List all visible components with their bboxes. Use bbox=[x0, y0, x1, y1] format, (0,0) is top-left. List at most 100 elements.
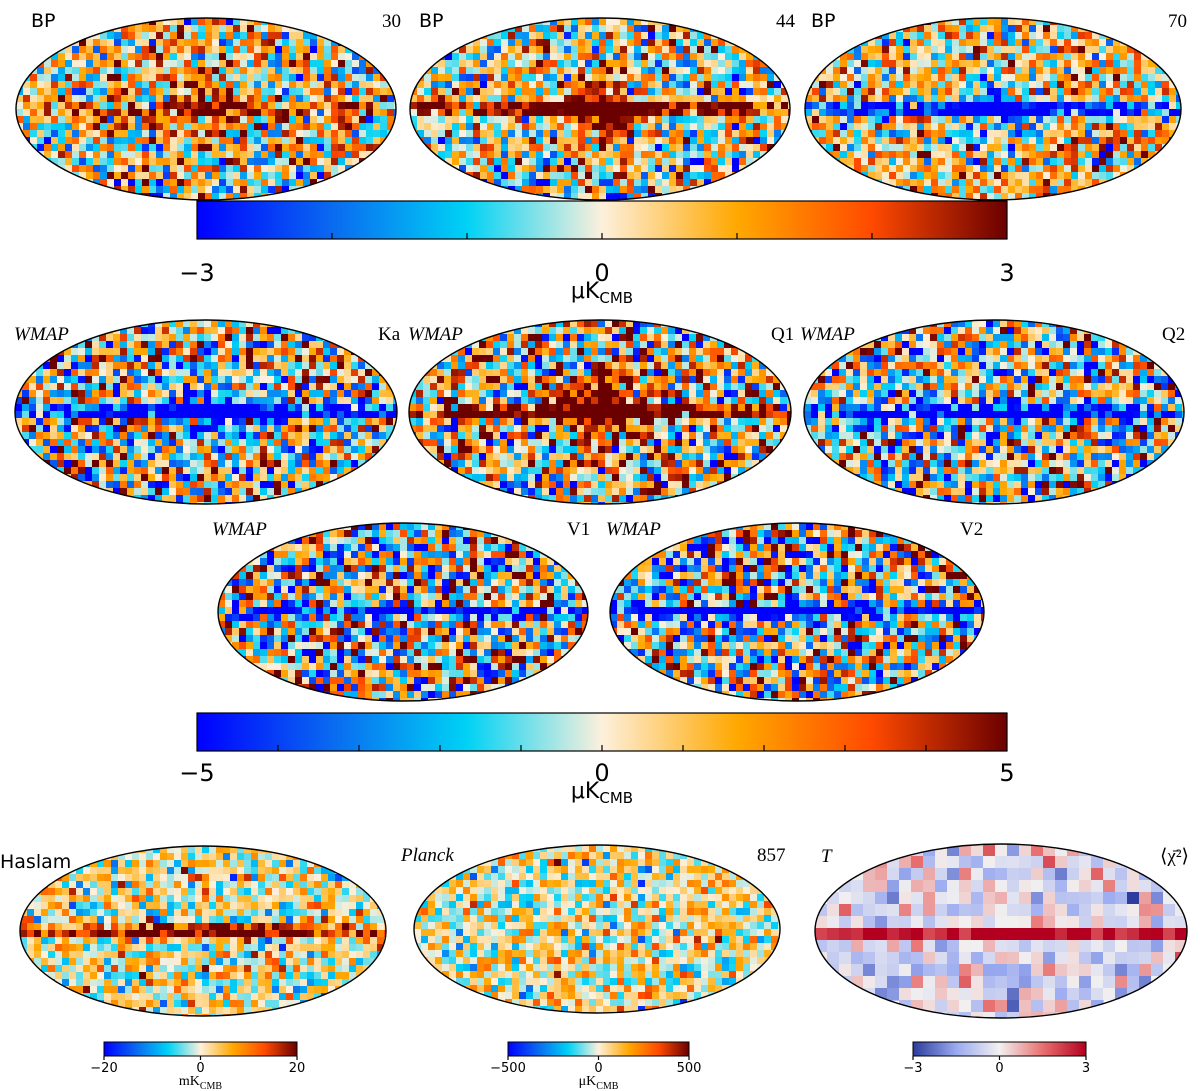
sky-pixel bbox=[323, 355, 331, 363]
sky-pixel bbox=[882, 179, 890, 187]
sky-pixel bbox=[1169, 116, 1177, 124]
sky-field-ka bbox=[15, 320, 397, 504]
sky-pixel bbox=[494, 165, 502, 173]
sky-pixel bbox=[281, 376, 289, 384]
sky-pixel bbox=[917, 144, 925, 152]
sky-pixel bbox=[704, 32, 712, 40]
sky-pixel bbox=[980, 186, 988, 194]
sky-pixel bbox=[889, 95, 897, 103]
sky-pixel bbox=[826, 67, 834, 75]
sky-pixel bbox=[267, 404, 275, 412]
sky-pixel bbox=[127, 453, 135, 461]
sky-pixel bbox=[29, 404, 37, 412]
sky-pixel bbox=[100, 123, 108, 131]
sky-pixel bbox=[170, 172, 178, 180]
sky-pixel bbox=[100, 179, 108, 187]
sky-pixel bbox=[861, 158, 869, 166]
sky-pixel bbox=[1148, 151, 1156, 159]
sky-pixel bbox=[302, 474, 310, 482]
sky-pixel bbox=[1015, 74, 1023, 82]
sky-pixel bbox=[959, 158, 967, 166]
sky-pixel bbox=[289, 81, 297, 89]
sky-pixel bbox=[480, 95, 488, 103]
sky-pixel bbox=[107, 123, 115, 131]
sky-pixel bbox=[945, 53, 953, 61]
sky-pixel bbox=[640, 334, 648, 342]
sky-pixel bbox=[253, 439, 261, 447]
sky-pixel bbox=[592, 74, 600, 82]
sky-pixel bbox=[275, 74, 283, 82]
sky-pixel bbox=[93, 46, 101, 54]
sky-pixel bbox=[521, 334, 529, 342]
sky-pixel bbox=[205, 186, 213, 194]
sky-pixel bbox=[655, 186, 663, 194]
sky-pixel bbox=[205, 123, 213, 131]
sky-pixel bbox=[896, 74, 904, 82]
sky-pixel bbox=[903, 109, 911, 117]
sky-pixel bbox=[819, 60, 827, 68]
sky-pixel bbox=[682, 327, 690, 335]
sky-pixel bbox=[58, 53, 66, 61]
sky-pixel bbox=[661, 334, 669, 342]
sky-pixel bbox=[690, 158, 698, 166]
sky-pixel bbox=[627, 151, 635, 159]
sky-pixel bbox=[606, 116, 614, 124]
sky-pixel bbox=[198, 123, 206, 131]
sky-pixel bbox=[931, 186, 939, 194]
sky-pixel bbox=[931, 158, 939, 166]
sky-pixel bbox=[605, 341, 613, 349]
sky-pixel bbox=[917, 186, 925, 194]
sky-pixel bbox=[170, 165, 178, 173]
sky-pixel bbox=[424, 95, 432, 103]
sky-pixel bbox=[64, 390, 72, 398]
sky-pixel bbox=[149, 109, 157, 117]
sky-pixel bbox=[141, 488, 149, 496]
sky-pixel bbox=[1141, 151, 1149, 159]
sky-pixel bbox=[51, 137, 59, 145]
sky-pixel bbox=[260, 369, 268, 377]
sky-pixel bbox=[261, 158, 269, 166]
sky-pixel bbox=[717, 341, 725, 349]
sky-pixel bbox=[711, 130, 719, 138]
sky-pixel bbox=[494, 172, 502, 180]
sky-pixel bbox=[93, 81, 101, 89]
map-label-left: BP bbox=[419, 10, 444, 32]
sky-pixel bbox=[1078, 130, 1086, 138]
sky-pixel bbox=[225, 348, 233, 356]
sky-pixel bbox=[1148, 88, 1156, 96]
sky-pixel bbox=[868, 74, 876, 82]
sky-pixel bbox=[501, 102, 509, 110]
sky-pixel bbox=[50, 411, 58, 419]
sky-pixel bbox=[767, 144, 775, 152]
sky-pixel bbox=[959, 18, 967, 26]
sky-pixel bbox=[275, 95, 283, 103]
sky-pixel bbox=[896, 151, 904, 159]
sky-pixel bbox=[536, 116, 544, 124]
sky-pixel bbox=[959, 130, 967, 138]
sky-pixel bbox=[529, 158, 537, 166]
sky-pixel bbox=[226, 130, 234, 138]
sky-pixel bbox=[1155, 130, 1163, 138]
sky-pixel bbox=[155, 390, 163, 398]
sky-pixel bbox=[994, 144, 1002, 152]
sky-pixel bbox=[86, 109, 94, 117]
sky-pixel bbox=[212, 158, 220, 166]
sky-pixel bbox=[571, 60, 579, 68]
sky-pixel bbox=[452, 88, 460, 96]
sky-pixel bbox=[987, 137, 995, 145]
sky-pixel bbox=[536, 151, 544, 159]
sky-pixel bbox=[917, 25, 925, 33]
sky-pixel bbox=[239, 376, 247, 384]
sky-pixel bbox=[366, 130, 374, 138]
sky-pixel bbox=[16, 116, 24, 124]
sky-pixel bbox=[459, 158, 467, 166]
sky-pixel bbox=[386, 411, 394, 419]
sky-pixel bbox=[135, 179, 143, 187]
sky-pixel bbox=[99, 376, 107, 384]
sky-pixel bbox=[72, 102, 80, 110]
sky-pixel bbox=[302, 390, 310, 398]
sky-pixel bbox=[1036, 137, 1044, 145]
sky-pixel bbox=[51, 74, 59, 82]
sky-pixel bbox=[1120, 95, 1128, 103]
sky-pixel bbox=[225, 320, 233, 328]
